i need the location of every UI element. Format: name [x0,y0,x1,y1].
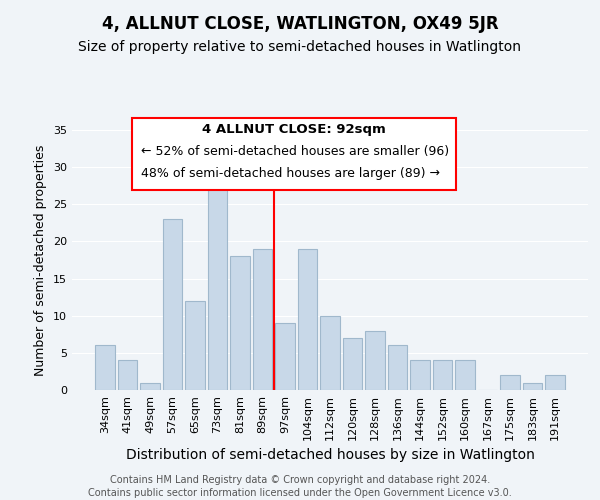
Text: 4 ALLNUT CLOSE: 92sqm: 4 ALLNUT CLOSE: 92sqm [202,122,386,136]
Bar [433,360,452,390]
Bar [298,249,317,390]
Bar [118,360,137,390]
Bar [185,301,205,390]
Bar [140,382,160,390]
Bar [545,375,565,390]
Bar [343,338,362,390]
Bar [230,256,250,390]
X-axis label: Distribution of semi-detached houses by size in Watlington: Distribution of semi-detached houses by … [125,448,535,462]
Bar [500,375,520,390]
Bar [320,316,340,390]
Bar [95,346,115,390]
Bar [253,249,272,390]
Text: 4, ALLNUT CLOSE, WATLINGTON, OX49 5JR: 4, ALLNUT CLOSE, WATLINGTON, OX49 5JR [101,15,499,33]
Text: 48% of semi-detached houses are larger (89) →: 48% of semi-detached houses are larger (… [141,166,440,179]
Text: Contains public sector information licensed under the Open Government Licence v3: Contains public sector information licen… [88,488,512,498]
Text: ← 52% of semi-detached houses are smaller (96): ← 52% of semi-detached houses are smalle… [141,145,449,158]
Bar [410,360,430,390]
Bar [275,323,295,390]
Bar [455,360,475,390]
Text: Contains HM Land Registry data © Crown copyright and database right 2024.: Contains HM Land Registry data © Crown c… [110,475,490,485]
Bar [388,346,407,390]
Bar [208,190,227,390]
Y-axis label: Number of semi-detached properties: Number of semi-detached properties [34,144,47,376]
Bar [365,330,385,390]
Bar [163,219,182,390]
Bar [523,382,542,390]
Text: Size of property relative to semi-detached houses in Watlington: Size of property relative to semi-detach… [79,40,521,54]
